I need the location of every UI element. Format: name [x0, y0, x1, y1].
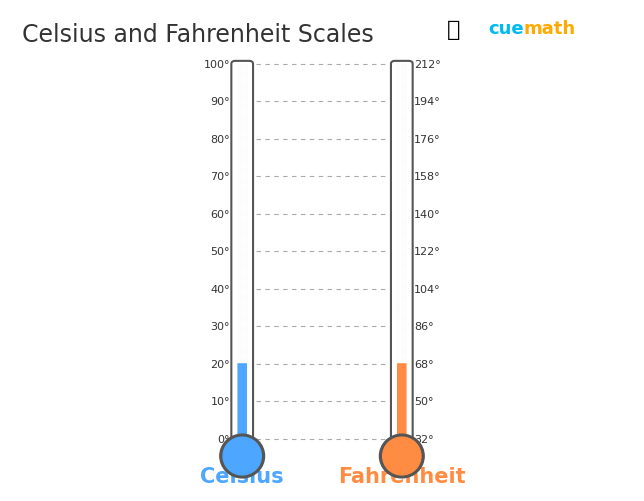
Text: 50°: 50° [211, 247, 230, 257]
Text: 80°: 80° [211, 135, 230, 144]
Text: 212°: 212° [414, 60, 440, 70]
FancyBboxPatch shape [238, 363, 247, 439]
Text: Celsius and Fahrenheit Scales: Celsius and Fahrenheit Scales [22, 23, 374, 47]
Text: 100°: 100° [204, 60, 230, 70]
Ellipse shape [383, 437, 421, 475]
Text: 122°: 122° [414, 247, 440, 257]
Text: 104°: 104° [414, 284, 440, 294]
Ellipse shape [220, 434, 265, 478]
Text: 40°: 40° [211, 284, 230, 294]
Text: 158°: 158° [414, 172, 440, 182]
FancyBboxPatch shape [391, 62, 413, 442]
Text: Celsius: Celsius [200, 466, 284, 486]
Text: 20°: 20° [211, 359, 230, 369]
Text: 86°: 86° [414, 322, 433, 332]
Text: 🚀: 🚀 [446, 20, 460, 40]
FancyBboxPatch shape [231, 62, 253, 442]
Text: cue: cue [488, 20, 524, 38]
Text: 32°: 32° [414, 434, 433, 444]
Text: 60°: 60° [211, 209, 230, 219]
FancyBboxPatch shape [397, 363, 406, 439]
Text: 30°: 30° [211, 322, 230, 332]
Text: 68°: 68° [414, 359, 433, 369]
Ellipse shape [379, 434, 424, 478]
Ellipse shape [223, 437, 261, 475]
Text: math: math [523, 20, 575, 38]
Text: 194°: 194° [414, 97, 440, 107]
Text: Fahrenheit: Fahrenheit [338, 466, 466, 486]
Text: 140°: 140° [414, 209, 440, 219]
Text: 176°: 176° [414, 135, 440, 144]
Text: 70°: 70° [211, 172, 230, 182]
Text: 0°: 0° [218, 434, 230, 444]
Text: 90°: 90° [211, 97, 230, 107]
Text: 10°: 10° [211, 396, 230, 406]
Text: 50°: 50° [414, 396, 433, 406]
